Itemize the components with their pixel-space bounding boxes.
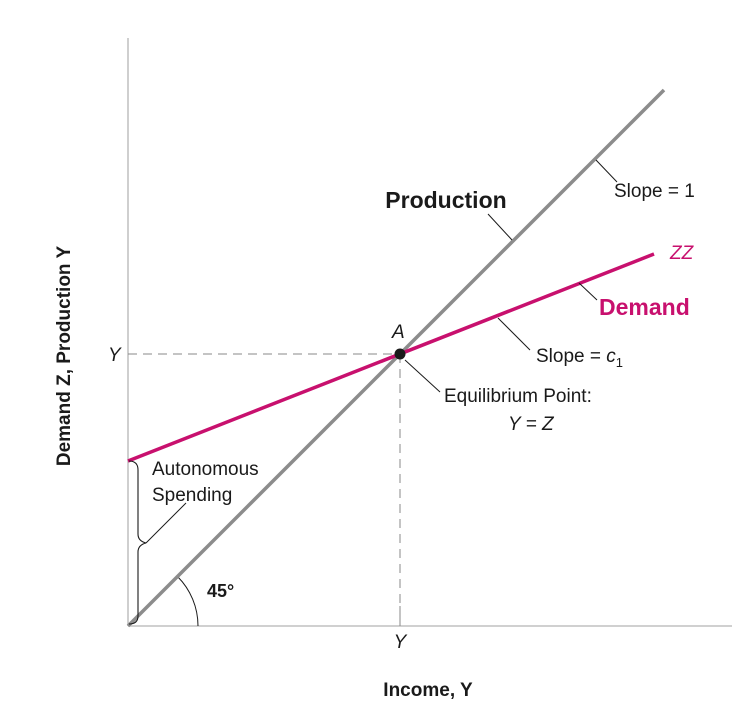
demand-curve-name: ZZ [669, 243, 695, 264]
y-axis-tick-label: Y [108, 345, 122, 366]
angle-arc [177, 576, 199, 627]
demand-slope-symbol: c [606, 346, 616, 367]
autonomous-spending-brace [128, 460, 147, 625]
demand-slope-label: Slope = c1 [536, 346, 623, 370]
x-axis-tick-label: Y [394, 632, 408, 653]
slope-c1-leader [497, 317, 531, 351]
equilibrium-point [394, 348, 406, 360]
angle-label: 45° [207, 581, 234, 601]
autonomous-leader [145, 502, 187, 544]
x-axis-label: Income, Y [383, 680, 473, 701]
production-slope-label: Slope = 1 [614, 181, 695, 202]
demand-line [127, 252, 655, 463]
production-line [126, 88, 666, 628]
equilibrium-title: Equilibrium Point: [444, 386, 592, 407]
demand-label: Demand [599, 294, 690, 320]
production-leader [487, 213, 513, 241]
autonomous-label-line1: Autonomous [152, 459, 259, 480]
demand-leader [578, 282, 598, 301]
production-label: Production [385, 187, 506, 213]
slope-one-leader [595, 159, 618, 183]
demand-slope-subscript: 1 [616, 355, 623, 370]
autonomous-label-line2: Spending [152, 485, 232, 506]
y-axis-label: Demand Z, Production Y [54, 246, 75, 467]
equilibrium-condition: Y = Z [508, 414, 555, 435]
demand-slope-prefix: Slope = [536, 346, 606, 367]
equilibrium-leader [404, 359, 441, 393]
equilibrium-point-label: A [391, 322, 405, 343]
